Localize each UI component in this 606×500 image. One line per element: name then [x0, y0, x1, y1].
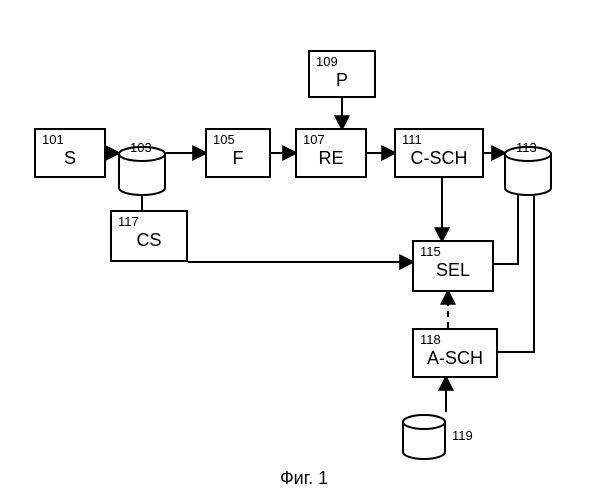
node-label: S [42, 149, 98, 169]
cylinder-number: 113 [516, 140, 537, 155]
node-label: F [213, 149, 263, 169]
node-s: 101 S [34, 128, 106, 178]
node-label: RE [303, 149, 359, 169]
node-p: 109 P [308, 50, 376, 98]
cylinder-119: 119 [402, 414, 446, 460]
node-a-sch: 118 A-SCH [412, 328, 498, 378]
node-number: 109 [316, 55, 368, 69]
node-number: 117 [118, 215, 180, 229]
node-number: 115 [420, 245, 486, 259]
node-label: P [316, 71, 368, 91]
diagram-canvas: Фиг. 1 101 S 105 F 107 RE 109 P 111 C-SCH 117 CS 115… [0, 0, 606, 500]
node-re: 107 RE [295, 128, 367, 178]
node-cs: 117 CS [110, 210, 188, 262]
cylinder-113: 113 [504, 146, 552, 196]
edges-layer [0, 0, 606, 500]
node-label: SEL [420, 261, 486, 281]
node-label: CS [118, 231, 180, 251]
node-number: 101 [42, 133, 98, 147]
node-label: A-SCH [420, 349, 490, 369]
node-number: 107 [303, 133, 359, 147]
cylinder-number: 119 [452, 428, 473, 443]
node-number: 118 [420, 333, 490, 347]
node-number: 105 [213, 133, 263, 147]
node-number: 111 [402, 133, 476, 147]
node-label: C-SCH [402, 149, 476, 169]
edge-n118-c113 [498, 180, 534, 352]
node-c-sch: 111 C-SCH [394, 128, 484, 178]
node-sel: 115 SEL [412, 240, 494, 292]
figure-caption: Фиг. 1 [280, 468, 328, 489]
cylinder-103: 103 [118, 146, 166, 196]
node-f: 105 F [205, 128, 271, 178]
cylinder-number: 103 [130, 140, 152, 155]
